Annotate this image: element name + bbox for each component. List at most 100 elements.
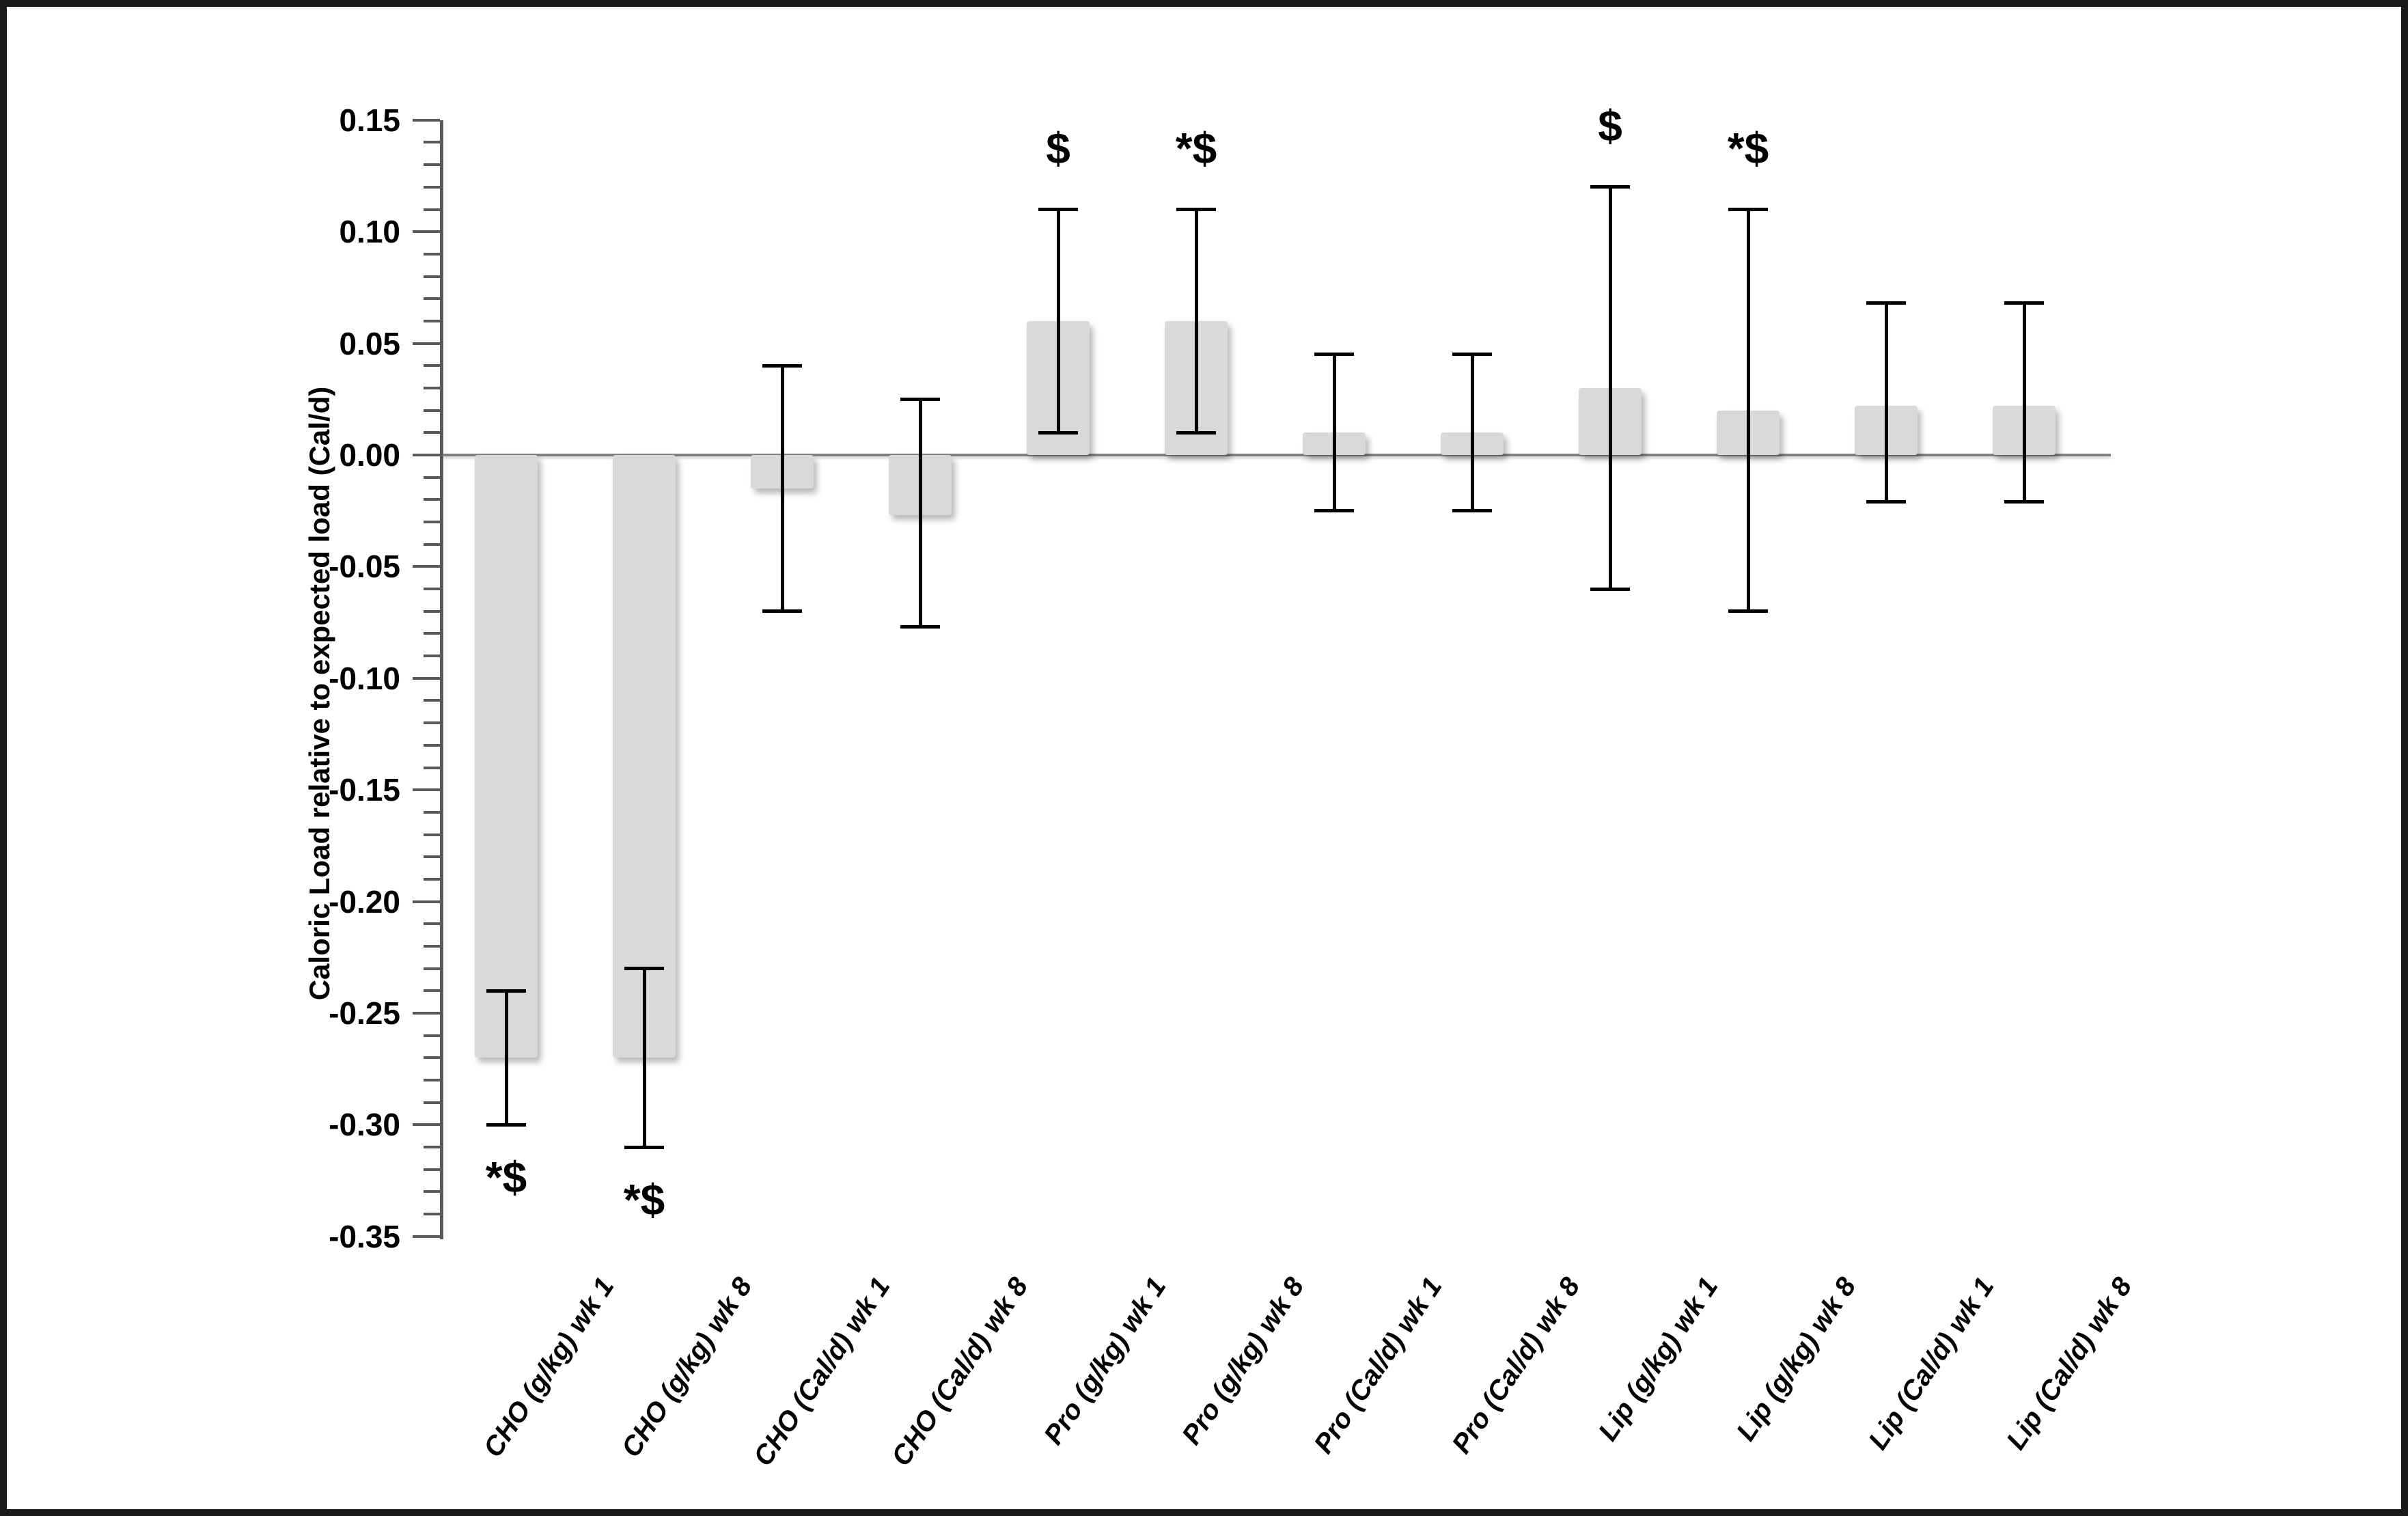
y-minor-tick xyxy=(424,1190,440,1194)
y-minor-tick xyxy=(424,922,440,926)
error-bar-cap xyxy=(1590,587,1630,591)
error-bar-line xyxy=(1608,187,1612,590)
significance-annotation: $ xyxy=(1598,100,1622,150)
error-bar-cap xyxy=(1866,500,1906,504)
error-bar-cap xyxy=(1728,609,1768,614)
y-tick-label: 0.15 xyxy=(339,102,400,138)
error-bar-cap xyxy=(1314,509,1354,513)
error-bar-cap xyxy=(2004,500,2044,504)
x-category-label: Lip (g/kg) wk 8 xyxy=(1730,1272,1862,1446)
y-minor-tick xyxy=(424,141,440,144)
x-category-label: Lip (g/kg) wk 1 xyxy=(1592,1272,1724,1446)
y-minor-tick xyxy=(424,1079,440,1082)
y-tick-label: 0.05 xyxy=(339,325,400,361)
x-category-label: CHO (g/kg) wk 1 xyxy=(478,1272,620,1463)
x-category-label: Pro (Cal/d) wk 1 xyxy=(1308,1272,1448,1459)
error-bar-cap xyxy=(486,1122,526,1127)
significance-annotation: *$ xyxy=(1175,123,1217,173)
y-minor-tick xyxy=(424,743,440,747)
error-bar-cap xyxy=(900,625,940,629)
y-minor-tick xyxy=(424,364,440,368)
error-bar-cap xyxy=(1038,430,1078,435)
significance-annotation: $ xyxy=(1046,123,1070,173)
y-minor-tick xyxy=(424,476,440,479)
error-bar-cap xyxy=(1314,353,1354,357)
y-minor-tick xyxy=(424,654,440,658)
bar xyxy=(475,455,538,1058)
y-minor-tick xyxy=(424,542,440,546)
y-minor-tick xyxy=(424,944,440,948)
error-bar-line xyxy=(1194,209,1198,433)
y-tick-label: -0.05 xyxy=(329,549,400,585)
error-bar-cap xyxy=(1590,185,1630,189)
y-minor-tick xyxy=(424,1168,440,1171)
x-category-label: Pro (g/kg) wk 1 xyxy=(1038,1272,1172,1450)
error-bar-line xyxy=(1470,354,1474,511)
y-major-tick xyxy=(413,900,440,903)
error-bar-cap xyxy=(624,1145,664,1149)
y-tick-label: -0.20 xyxy=(329,883,400,920)
zero-baseline xyxy=(443,454,2111,456)
error-bar-line xyxy=(780,366,784,611)
y-minor-tick xyxy=(424,409,440,412)
y-minor-tick xyxy=(424,699,440,702)
error-bar-cap xyxy=(1176,208,1216,212)
y-major-tick xyxy=(413,1235,440,1238)
y-minor-tick xyxy=(424,1213,440,1216)
error-bar-cap xyxy=(900,397,940,401)
y-axis-line xyxy=(440,120,443,1239)
error-bar-line xyxy=(1746,209,1750,611)
x-category-label: Pro (g/kg) wk 8 xyxy=(1176,1272,1310,1450)
y-minor-tick xyxy=(424,1146,440,1149)
y-minor-tick xyxy=(424,632,440,635)
error-bar-cap xyxy=(762,363,802,368)
significance-annotation: *$ xyxy=(485,1153,527,1202)
y-tick-label: -0.10 xyxy=(329,660,400,696)
y-minor-tick xyxy=(424,855,440,859)
y-minor-tick xyxy=(424,431,440,435)
y-minor-tick xyxy=(424,386,440,389)
y-minor-tick xyxy=(424,721,440,725)
error-bar-line xyxy=(2022,303,2026,502)
y-tick-label: 0.10 xyxy=(339,214,400,250)
y-minor-tick xyxy=(424,275,440,278)
x-category-label: CHO (Cal/d) wk 8 xyxy=(885,1272,1034,1472)
significance-annotation: *$ xyxy=(1727,123,1769,173)
error-bar-cap xyxy=(1176,430,1216,435)
x-category-label: Lip (Cal/d) wk 1 xyxy=(1862,1272,2000,1455)
y-minor-tick xyxy=(424,588,440,591)
y-major-tick xyxy=(413,454,440,456)
y-major-tick xyxy=(413,788,440,792)
error-bar-cap xyxy=(486,989,526,993)
x-category-label: Pro (Cal/d) wk 8 xyxy=(1446,1272,1586,1459)
y-tick-label: 0.00 xyxy=(339,437,400,473)
error-bar-cap xyxy=(762,609,802,614)
y-minor-tick xyxy=(424,1101,440,1104)
y-tick-label: -0.35 xyxy=(329,1218,400,1254)
y-major-tick xyxy=(413,676,440,680)
y-minor-tick xyxy=(424,521,440,524)
y-minor-tick xyxy=(424,252,440,256)
significance-annotation: *$ xyxy=(623,1175,665,1225)
error-bar-cap xyxy=(1866,301,1906,305)
y-major-tick xyxy=(413,342,440,345)
error-bar-line xyxy=(504,991,508,1125)
y-minor-tick xyxy=(424,989,440,993)
y-minor-tick xyxy=(424,766,440,769)
y-minor-tick xyxy=(424,833,440,836)
error-bar-cap xyxy=(1452,353,1492,357)
y-major-tick xyxy=(413,1123,440,1127)
y-major-tick xyxy=(413,565,440,568)
y-minor-tick xyxy=(424,967,440,970)
x-category-label: CHO (g/kg) wk 8 xyxy=(615,1272,758,1463)
y-minor-tick xyxy=(424,297,440,301)
bar xyxy=(613,455,676,1058)
y-minor-tick xyxy=(424,208,440,211)
y-minor-tick xyxy=(424,609,440,613)
error-bar-cap xyxy=(1038,208,1078,212)
y-minor-tick xyxy=(424,498,440,501)
y-tick-label: -0.25 xyxy=(329,995,400,1031)
y-minor-tick xyxy=(424,877,440,881)
y-minor-tick xyxy=(424,163,440,167)
